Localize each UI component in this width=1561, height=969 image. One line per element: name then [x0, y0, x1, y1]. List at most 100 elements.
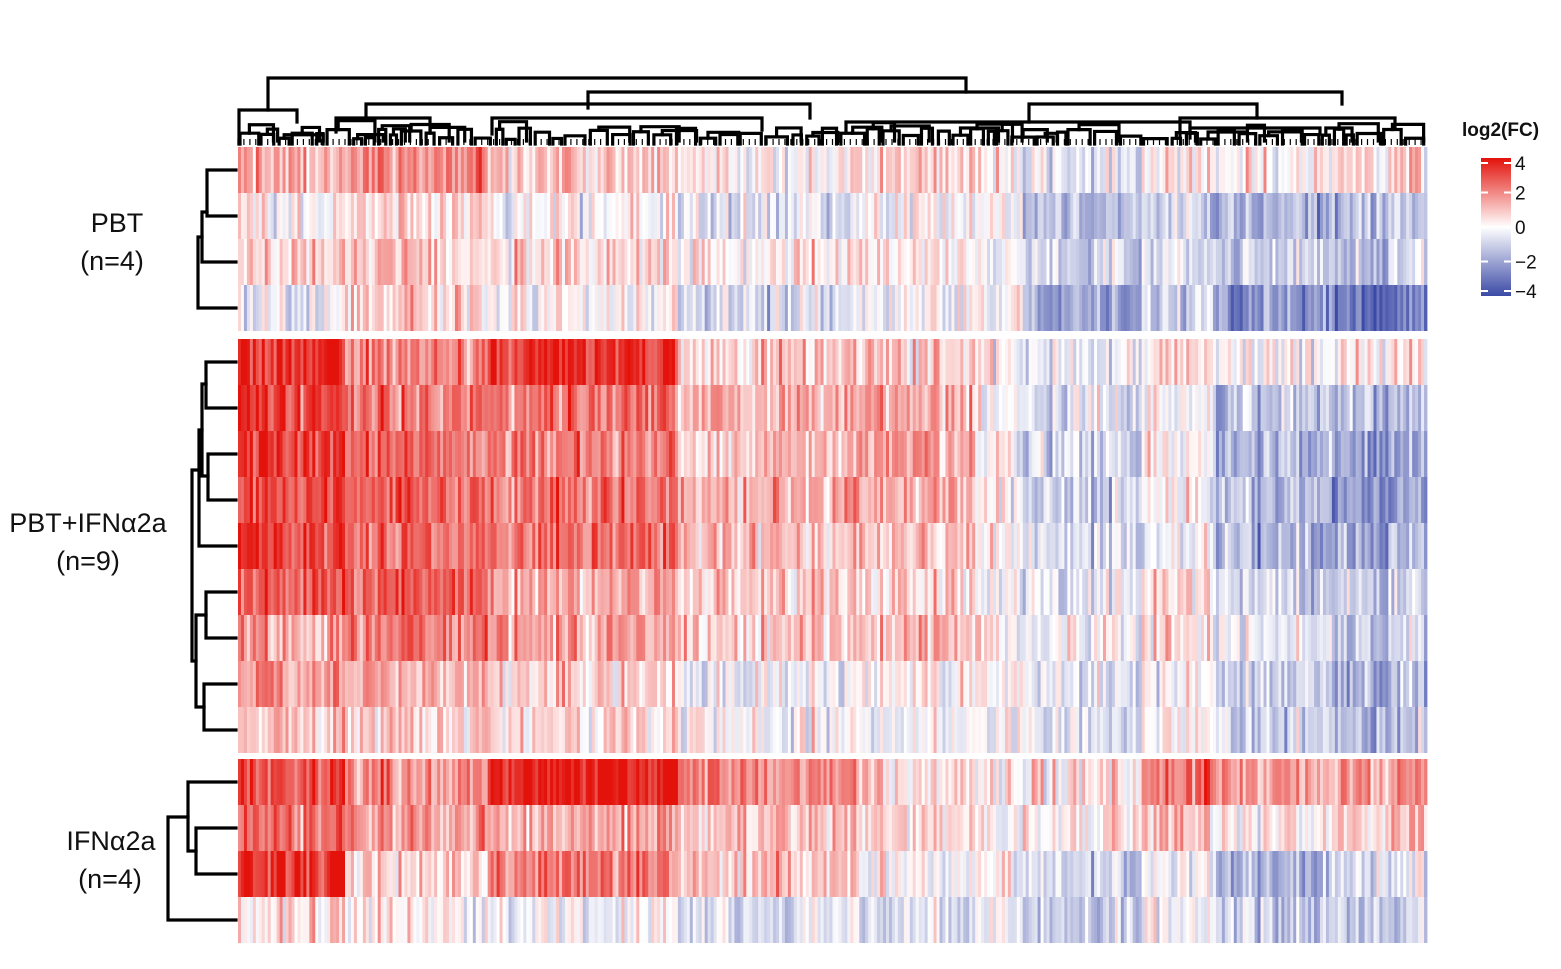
heatmap-cell [300, 385, 304, 431]
heatmap-cell [838, 193, 842, 239]
heatmap-cell [784, 851, 789, 897]
heatmap-cell [921, 615, 926, 661]
heatmap-cell [725, 897, 729, 943]
heatmap-cell [758, 239, 762, 285]
heatmap-cell [425, 385, 429, 431]
heatmap-cell [454, 897, 459, 943]
heatmap-cell [579, 239, 584, 285]
heatmap-cell [377, 339, 382, 385]
heatmap-cell [692, 193, 697, 239]
heatmap-cell [939, 339, 943, 385]
heatmap-cell [523, 285, 527, 331]
heatmap-cell [695, 385, 700, 431]
heatmap-cell [585, 431, 590, 477]
heatmap-cell [669, 239, 673, 285]
heatmap-cell [880, 707, 884, 753]
heatmap-cell [514, 615, 518, 661]
heatmap-cell [942, 477, 946, 523]
heatmap-cell [740, 339, 744, 385]
heatmap-cell [704, 285, 709, 331]
heatmap-cell [312, 431, 316, 477]
heatmap-cell [291, 477, 295, 523]
heatmap-cell [886, 477, 890, 523]
heatmap-cell [496, 569, 500, 615]
heatmap-cell [327, 431, 331, 477]
column-dendrogram-branch [975, 122, 1015, 143]
heatmap-cell [993, 147, 997, 193]
heatmap-cell [454, 339, 459, 385]
heatmap-cell [484, 615, 489, 661]
heatmap-cell [398, 239, 402, 285]
heatmap-cell [255, 285, 260, 331]
heatmap-cell [838, 851, 842, 897]
heatmap-cell [799, 477, 804, 523]
heatmap-cell [398, 147, 402, 193]
heatmap-cell [288, 569, 292, 615]
heatmap-cell [868, 523, 872, 569]
heatmap-cell [737, 897, 741, 943]
heatmap-cell [811, 239, 816, 285]
heatmap-cell [995, 431, 1000, 477]
heatmap-cell [752, 193, 756, 239]
heatmap-cell [356, 569, 361, 615]
heatmap-cell [642, 339, 646, 385]
heatmap-cell [969, 707, 973, 753]
heatmap-cell [1043, 759, 1047, 805]
heatmap-cell [428, 385, 432, 431]
heatmap-cell [912, 239, 917, 285]
heatmap-cell [1046, 147, 1050, 193]
heatmap-cell [814, 897, 819, 943]
heatmap-cell [481, 615, 486, 661]
heatmap-cell [642, 431, 646, 477]
heatmap-cell [517, 193, 521, 239]
heatmap-cell [817, 523, 822, 569]
heatmap-cell [556, 523, 560, 569]
heatmap-cell [487, 661, 492, 707]
heatmap-cell [514, 523, 518, 569]
heatmap-cell [1040, 477, 1044, 523]
heatmap-cell [306, 615, 310, 661]
heatmap-cell [270, 431, 275, 477]
heatmap-cell [294, 477, 298, 523]
heatmap-cell [606, 759, 610, 805]
heatmap-cell [823, 147, 827, 193]
heatmap-cell [339, 523, 343, 569]
heatmap-cell [722, 339, 726, 385]
heatmap-cell [559, 147, 563, 193]
heatmap-cell [615, 147, 619, 193]
heatmap-cell [452, 285, 456, 331]
heatmap-cell [449, 851, 453, 897]
heatmap-cell [823, 285, 827, 331]
heatmap-cell [484, 239, 489, 285]
heatmap-cell [371, 431, 376, 477]
heatmap-cell [591, 851, 596, 897]
heatmap-cell [823, 385, 827, 431]
heatmap-cell [998, 339, 1003, 385]
heatmap-cell [404, 193, 408, 239]
heatmap-cell [576, 759, 581, 805]
heatmap-cell [547, 897, 551, 943]
heatmap-cell [808, 431, 813, 477]
heatmap-cell [639, 661, 643, 707]
heatmap-cell [434, 569, 438, 615]
heatmap-cell [1016, 523, 1021, 569]
heatmap-cell [416, 285, 420, 331]
heatmap-cell [526, 897, 530, 943]
heatmap-cell [883, 193, 887, 239]
heatmap-cell [978, 661, 982, 707]
heatmap-cell [238, 477, 242, 523]
heatmap-cell [562, 193, 566, 239]
heatmap-cell [1043, 239, 1047, 285]
heatmap-cell [921, 285, 926, 331]
heatmap-cell [553, 239, 557, 285]
heatmap-cell [339, 147, 343, 193]
heatmap-cell [386, 661, 390, 707]
heatmap-cell [689, 707, 694, 753]
heatmap-cell [660, 147, 664, 193]
heatmap-cell [755, 385, 759, 431]
heatmap-cell [639, 759, 643, 805]
heatmap-cell [324, 523, 328, 569]
heatmap-cell [859, 759, 863, 805]
heatmap-cell [903, 285, 908, 331]
column-dendrogram-branch [986, 129, 996, 146]
